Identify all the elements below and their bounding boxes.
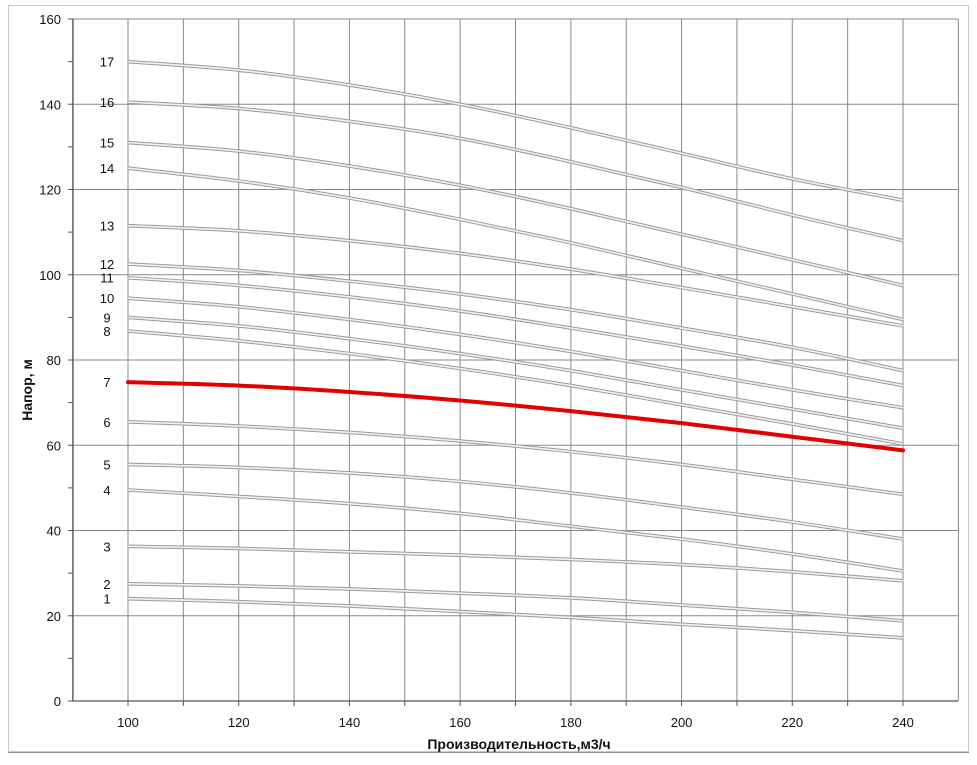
curve-15 (127, 141, 904, 287)
curve-8 (127, 330, 904, 445)
tick-labels: 100 120 140 160 180 200 220 240 0 20 40 60 80 100 120 1… (39, 12, 914, 730)
curve-16 (127, 101, 904, 242)
curve-7 (126, 380, 905, 453)
y-tick-label: 160 (39, 12, 61, 27)
curve-label-12: 12 (100, 257, 114, 272)
curve-11 (127, 276, 904, 387)
curve-label-3: 3 (103, 539, 110, 554)
curve-label-4: 4 (103, 483, 110, 498)
y-tick-label: 20 (47, 609, 61, 624)
curve-label-10: 10 (100, 291, 114, 306)
x-tick-label: 100 (117, 715, 139, 730)
curve-label-8: 8 (103, 324, 110, 339)
curve-label-5: 5 (103, 457, 110, 472)
curve-label-6: 6 (103, 415, 110, 430)
curve-5 (127, 463, 904, 540)
curves (126, 59, 905, 640)
curve-label-14: 14 (100, 161, 114, 176)
curve-label-2: 2 (103, 577, 110, 592)
curve-label-7: 7 (103, 375, 110, 390)
curve-10 (127, 297, 904, 409)
curve-12 (127, 263, 904, 372)
curve-label-15: 15 (100, 136, 114, 151)
x-tick-label: 220 (781, 715, 803, 730)
curve-1 (127, 597, 904, 639)
x-tick-label: 160 (449, 715, 471, 730)
bottom-divider (8, 752, 969, 753)
y-tick-label: 60 (47, 438, 61, 453)
x-tick-label: 140 (339, 715, 361, 730)
curve-14 (127, 167, 904, 321)
curve-label-13: 13 (100, 219, 114, 234)
curve-2 (127, 582, 904, 622)
y-tick-label: 0 (54, 694, 61, 709)
x-tick-label: 240 (892, 715, 914, 730)
y-tick-label: 80 (47, 353, 61, 368)
y-axis-label: Напор, м (19, 359, 35, 421)
y-tick-label: 100 (39, 268, 61, 283)
x-axis-label: Производительность,м3/ч (427, 736, 610, 752)
chart-frame (8, 5, 969, 752)
curve-6 (127, 421, 904, 496)
curve-label-17: 17 (100, 55, 114, 70)
x-tick-label: 120 (228, 715, 250, 730)
y-tick-label: 140 (39, 97, 61, 112)
curve-3 (127, 545, 904, 582)
y-tick-label: 120 (39, 183, 61, 198)
curve-label-11: 11 (100, 271, 114, 286)
x-tick-label: 200 (671, 715, 693, 730)
curve-9 (127, 316, 904, 429)
curve-13 (127, 224, 904, 327)
curve-label-9: 9 (103, 310, 110, 325)
curve-4 (127, 489, 904, 572)
curve-label-1: 1 (103, 592, 110, 607)
y-tick-label: 40 (47, 524, 61, 539)
curve-17 (127, 60, 904, 201)
x-tick-label: 180 (560, 715, 582, 730)
curve-label-16: 16 (100, 95, 114, 110)
